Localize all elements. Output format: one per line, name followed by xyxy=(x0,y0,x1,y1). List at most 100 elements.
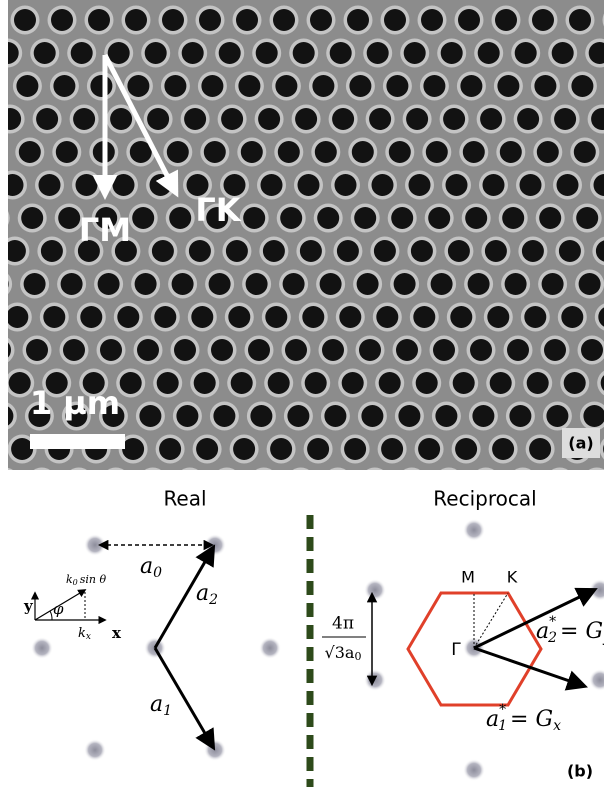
hole xyxy=(344,438,366,460)
hole-rim xyxy=(0,468,19,497)
hole xyxy=(298,174,320,196)
hole xyxy=(105,471,127,493)
hole xyxy=(409,174,431,196)
label: a1 xyxy=(150,692,172,719)
lattice-point xyxy=(589,669,604,691)
hole xyxy=(571,75,593,97)
hole xyxy=(157,372,179,394)
hole xyxy=(433,339,455,361)
hole xyxy=(389,141,411,163)
hole xyxy=(532,9,554,31)
hole xyxy=(176,405,198,427)
arrow xyxy=(155,648,213,747)
hole xyxy=(145,42,167,64)
hole xyxy=(557,174,579,196)
direction-label: ΓM xyxy=(79,211,131,249)
hole xyxy=(241,141,263,163)
scale-bar-label: 1 µm xyxy=(30,384,120,422)
hole xyxy=(485,240,507,262)
hole xyxy=(364,471,386,493)
hole xyxy=(426,141,448,163)
point-label: Γ xyxy=(451,640,461,660)
hole xyxy=(278,141,300,163)
hole xyxy=(0,273,9,295)
hole xyxy=(549,471,571,493)
lattice-points xyxy=(31,519,604,781)
hole xyxy=(391,207,413,229)
hole xyxy=(0,207,6,229)
hole xyxy=(315,141,337,163)
hole xyxy=(502,207,524,229)
hole xyxy=(127,75,149,97)
hole xyxy=(379,372,401,394)
hole xyxy=(579,273,601,295)
hole xyxy=(500,141,522,163)
hole xyxy=(576,207,598,229)
hole xyxy=(216,471,238,493)
hole xyxy=(201,75,223,97)
hole xyxy=(43,306,65,328)
hole xyxy=(139,405,161,427)
hole xyxy=(68,471,90,493)
hole-rim xyxy=(582,468,604,497)
hole xyxy=(283,273,305,295)
hole xyxy=(307,438,329,460)
hole xyxy=(361,405,383,427)
hole xyxy=(228,306,250,328)
hole xyxy=(515,42,537,64)
hole xyxy=(246,273,268,295)
hole xyxy=(117,306,139,328)
hole xyxy=(443,108,465,130)
hole xyxy=(90,75,112,97)
hole xyxy=(196,438,218,460)
hole-rim xyxy=(0,138,7,167)
hole xyxy=(31,471,53,493)
label: a0 xyxy=(140,554,162,581)
hole xyxy=(21,207,43,229)
hole xyxy=(204,141,226,163)
hole-rim xyxy=(323,468,352,497)
hole xyxy=(418,438,440,460)
hole xyxy=(398,405,420,427)
hole xyxy=(275,75,297,97)
hole xyxy=(472,405,494,427)
hole xyxy=(263,240,285,262)
hole xyxy=(285,339,307,361)
hole-rim xyxy=(286,468,315,497)
hole xyxy=(446,174,468,196)
hole xyxy=(448,240,470,262)
hole xyxy=(386,75,408,97)
hole xyxy=(113,174,135,196)
hole xyxy=(406,108,428,130)
hole xyxy=(497,75,519,97)
hole xyxy=(11,438,33,460)
hole-rim xyxy=(101,468,130,497)
hole xyxy=(182,42,204,64)
hole xyxy=(19,141,41,163)
hole xyxy=(4,240,26,262)
hole xyxy=(137,339,159,361)
hole xyxy=(554,108,576,130)
hole xyxy=(507,339,529,361)
hole xyxy=(495,9,517,31)
hole xyxy=(324,405,346,427)
hole xyxy=(367,42,389,64)
hole xyxy=(401,471,423,493)
hole xyxy=(287,405,309,427)
hole xyxy=(480,108,502,130)
title: Reciprocal xyxy=(433,487,536,511)
hole xyxy=(544,339,566,361)
hole-rim xyxy=(27,468,56,497)
hole xyxy=(561,306,583,328)
hole xyxy=(522,240,544,262)
hole xyxy=(16,75,38,97)
angle-arc xyxy=(50,611,52,620)
hole xyxy=(0,75,1,97)
lattice-point xyxy=(204,739,226,761)
hole xyxy=(552,42,574,64)
hole xyxy=(110,108,132,130)
hole xyxy=(152,240,174,262)
hole xyxy=(421,9,443,31)
hole xyxy=(376,306,398,328)
